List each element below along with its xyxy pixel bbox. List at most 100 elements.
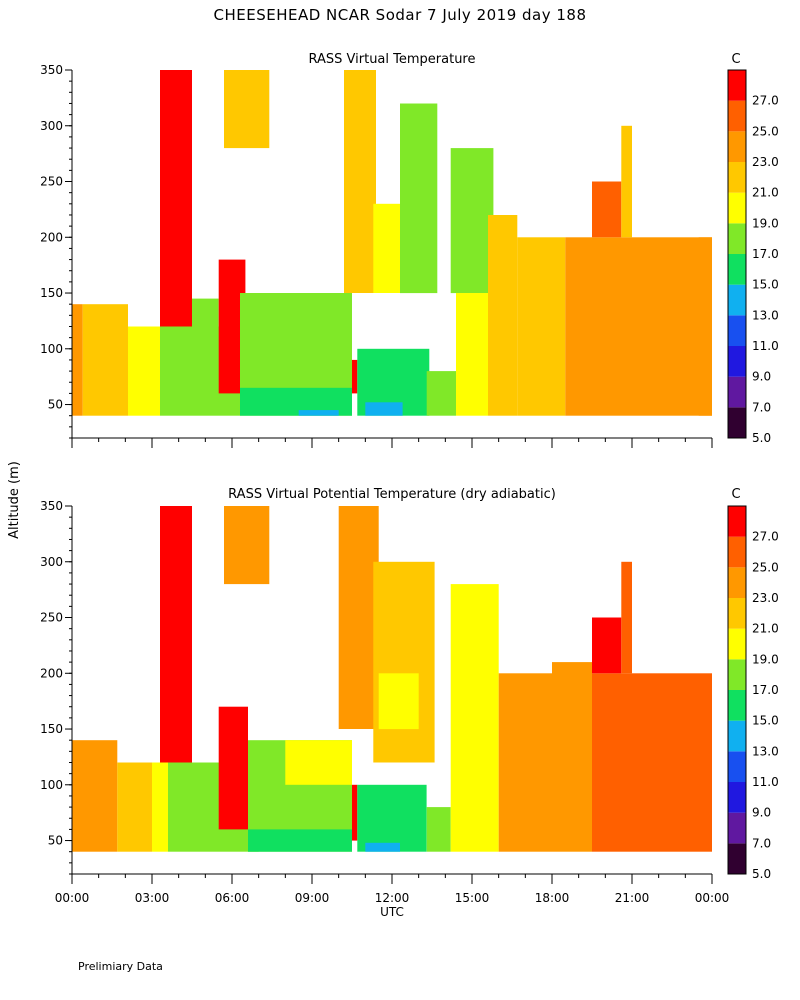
- colorbar-label: 5.0: [752, 867, 771, 881]
- x-tick-label: 18:00: [535, 891, 570, 905]
- panel-title: RASS Virtual Temperature: [309, 52, 476, 67]
- colorbar-swatch: [728, 659, 746, 690]
- colorbar-label: 9.0: [752, 806, 771, 820]
- heatmap-cell: [218, 706, 248, 830]
- heatmap-cell: [224, 70, 270, 149]
- colorbar-label: 25.0: [752, 124, 779, 138]
- colorbar-label: 13.0: [752, 744, 779, 758]
- colorbar-swatch: [728, 162, 746, 193]
- heatmap-cells: [72, 506, 712, 852]
- x-tick-label: 00:00: [695, 891, 730, 905]
- x-tick-label: 12:00: [375, 891, 410, 905]
- colorbar-label: 5.0: [752, 431, 771, 445]
- heatmap-cell: [450, 148, 494, 294]
- colorbar-swatch: [728, 628, 746, 660]
- heatmap-cell: [117, 762, 152, 852]
- y-tick-label: 350: [40, 499, 63, 513]
- colorbar-swatch: [728, 843, 746, 874]
- colorbar-label: 25.0: [752, 560, 779, 574]
- colorbar-swatch: [728, 751, 746, 782]
- colorbar-frame: [727, 69, 747, 439]
- x-tick-label: 09:00: [295, 891, 330, 905]
- heatmap-cell: [365, 842, 400, 852]
- colorbar-swatch: [728, 284, 746, 316]
- colorbar-label: 27.0: [752, 530, 779, 544]
- colorbar-swatch: [728, 506, 746, 537]
- y-tick-label: 200: [40, 666, 63, 680]
- colorbar-swatch: [728, 254, 746, 285]
- x-tick-label: 15:00: [455, 891, 490, 905]
- x-tick-label: 00:00: [55, 891, 90, 905]
- x-tick-label: 06:00: [215, 891, 250, 905]
- colorbar-swatch: [728, 70, 746, 101]
- heatmap-cell: [517, 237, 566, 416]
- heatmap-cell: [352, 359, 358, 394]
- colorbar-swatch: [728, 598, 746, 629]
- heatmap-cell: [621, 125, 632, 238]
- heatmap-cell: [456, 293, 488, 416]
- colorbar-swatch: [728, 223, 746, 254]
- heatmap-cell: [128, 326, 160, 416]
- panel-title: RASS Virtual Potential Temperature (dry …: [228, 487, 556, 502]
- colorbar-label: 21.0: [752, 622, 779, 636]
- heatmap-cell: [160, 70, 192, 327]
- y-tick-label: 300: [40, 555, 63, 569]
- heatmap-cell: [592, 673, 712, 852]
- heatmap-cell: [72, 304, 83, 416]
- colorbar-swatch: [728, 131, 746, 162]
- colorbar-label: 23.0: [752, 155, 779, 169]
- panel-1: RASS Virtual Temperature 50 100 150 200 250 30…: [40, 52, 779, 448]
- colorbar-label: 15.0: [752, 278, 779, 292]
- figure-title: CHEESEHEAD NCAR Sodar 7 July 2019 day 18…: [213, 6, 586, 24]
- colorbar-label: 19.0: [752, 652, 779, 666]
- colorbar-swatch: [728, 346, 746, 377]
- colorbar-swatch: [728, 376, 746, 408]
- heatmap-cell: [373, 203, 400, 293]
- y-tick-label: 350: [40, 63, 63, 77]
- panel-2: RASS Virtual Potential Temperature (dry …: [40, 487, 779, 919]
- colorbar-unit: C: [731, 52, 740, 67]
- heatmap-cell: [592, 181, 622, 238]
- heatmap-cell: [698, 237, 712, 416]
- colorbar-label: 11.0: [752, 339, 779, 353]
- heatmap-cell: [338, 506, 379, 729]
- colorbar-label: 19.0: [752, 216, 779, 230]
- colorbar-label: 13.0: [752, 308, 779, 322]
- heatmap-cell: [426, 371, 456, 416]
- y-tick-label: 100: [40, 342, 63, 356]
- y-tick-label: 100: [40, 778, 63, 792]
- heatmap-cell: [565, 237, 712, 416]
- x-axis-label: UTC: [380, 905, 404, 919]
- colorbar-swatch: [728, 407, 746, 438]
- heatmap-cell: [160, 506, 192, 763]
- colorbar-label: 21.0: [752, 186, 779, 200]
- heatmap-cell: [488, 215, 518, 416]
- y-tick-label: 200: [40, 230, 63, 244]
- colorbar-swatch: [728, 720, 746, 752]
- heatmap-cell: [152, 762, 168, 852]
- colorbar-label: 7.0: [752, 400, 771, 414]
- heatmap-cell: [450, 584, 499, 852]
- x-tick-label: 03:00: [135, 891, 170, 905]
- y-tick-label: 50: [48, 834, 63, 848]
- y-tick-label: 50: [48, 398, 63, 412]
- colorbar-swatch: [728, 812, 746, 844]
- heatmap-cell: [72, 740, 118, 852]
- y-tick-label: 150: [40, 286, 63, 300]
- footnote: Prelimiary Data: [78, 960, 163, 973]
- colorbar: C 27.0 25.0 23.0 21.0 19.0 17.0 15.0 13.0 11.0 9.0…: [727, 487, 779, 881]
- colorbar-label: 27.0: [752, 94, 779, 108]
- heatmap-cell: [82, 304, 128, 416]
- colorbar-swatch: [728, 100, 746, 132]
- heatmap-cell: [621, 561, 632, 674]
- heatmap-cell: [592, 617, 622, 674]
- y-tick-label: 250: [40, 175, 63, 189]
- heatmap-cell: [285, 740, 352, 785]
- heatmap-cells: [72, 70, 712, 416]
- heatmap-cell: [248, 829, 352, 852]
- colorbar-label: 9.0: [752, 370, 771, 384]
- heatmap-cell: [498, 673, 552, 852]
- colorbar-swatch: [728, 192, 746, 224]
- colorbar-swatch: [728, 690, 746, 721]
